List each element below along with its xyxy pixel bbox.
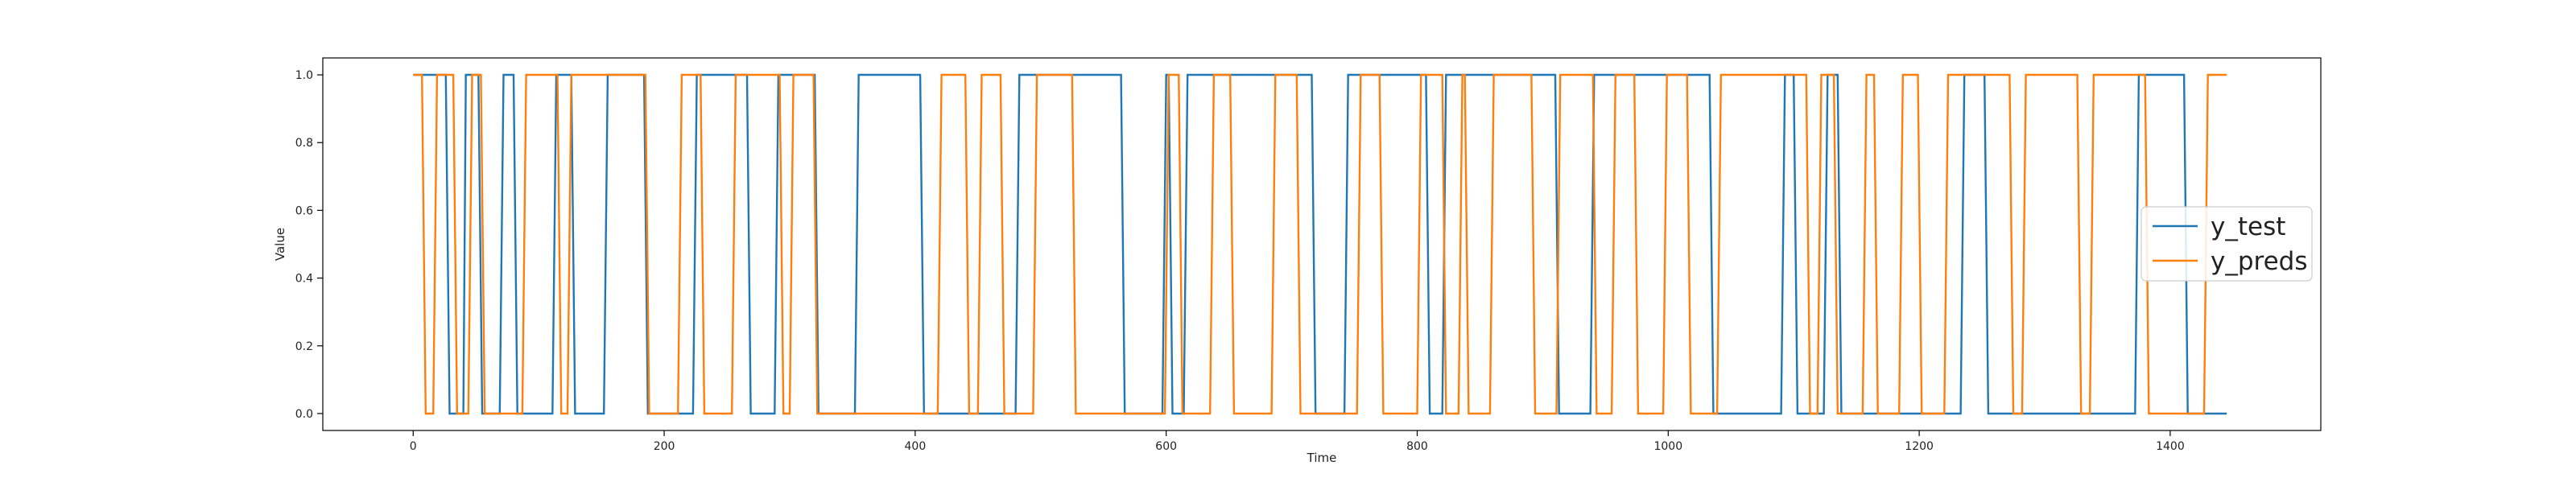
legend-label: y_preds (2211, 247, 2308, 276)
x-tick-label: 1400 (2156, 440, 2185, 453)
y-tick-label: 0.0 (295, 408, 313, 421)
series-line-y_preds (413, 73, 2227, 415)
y-axis: 0.0 0.2 0.4 0.6 0.8 1.0 (295, 69, 323, 421)
x-tick-label: 200 (654, 440, 675, 453)
x-tick-label: 1200 (1905, 440, 1934, 453)
x-tick-label: 800 (1406, 440, 1428, 453)
legend: y_test y_preds (2140, 206, 2313, 282)
y-tick-label: 0.2 (295, 340, 313, 353)
y-tick-label: 0.6 (295, 204, 313, 217)
x-tick-label: 1000 (1653, 440, 1682, 453)
y-tick-label: 0.8 (295, 137, 313, 150)
plot-area-frame (322, 57, 2322, 431)
x-axis: 0 200 400 600 800 1000 1200 1400 (410, 430, 2185, 453)
x-tick-label: 600 (1155, 440, 1177, 453)
y-tick-label: 0.4 (295, 273, 313, 286)
x-tick-label: 400 (905, 440, 927, 453)
legend-label: y_test (2211, 212, 2285, 241)
series-line-y_test (413, 73, 2227, 415)
x-axis-label: Time (1307, 451, 1337, 465)
x-tick-label: 0 (410, 440, 417, 453)
y-tick-label: 1.0 (295, 69, 313, 82)
series-layer (413, 73, 2227, 415)
y-axis-label: Value (273, 228, 287, 261)
